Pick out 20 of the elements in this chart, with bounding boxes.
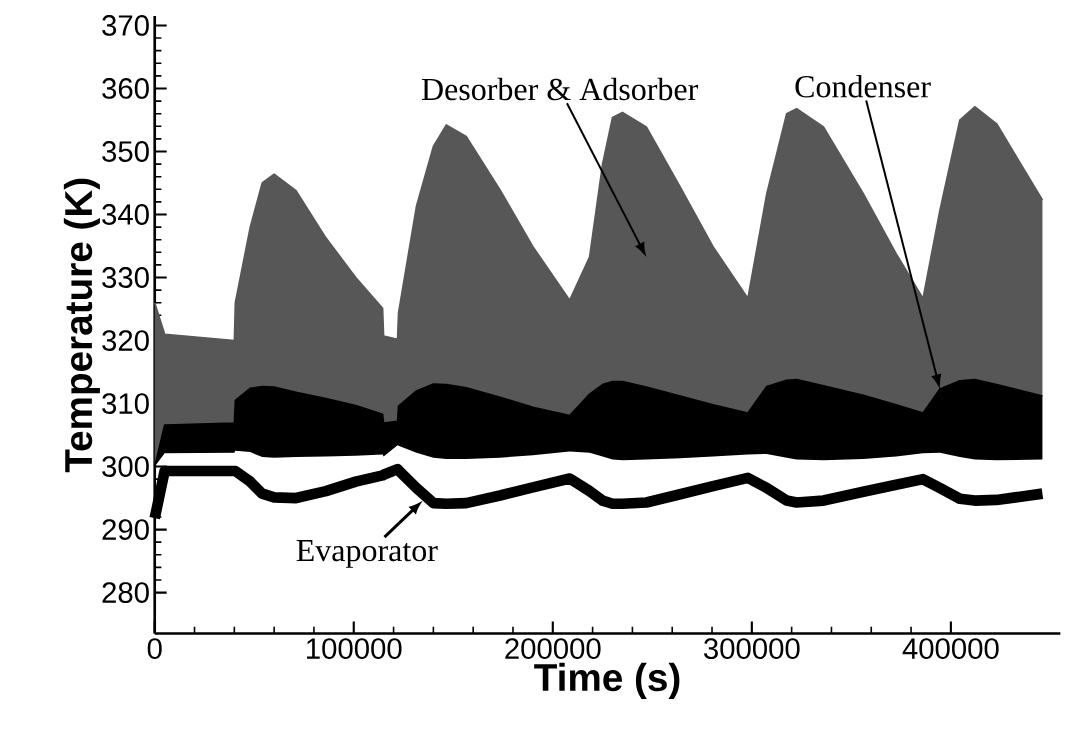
- annotation: Desorber & Adsorber: [421, 77, 699, 101]
- x-tick-label: 100000: [307, 638, 402, 660]
- y-tick-label: 330: [102, 267, 149, 289]
- y-tick-label: 360: [102, 78, 149, 100]
- annotation: Evaporator: [296, 540, 438, 569]
- y-tick-label: 310: [102, 393, 149, 415]
- x-tick-label: 300000: [703, 638, 800, 660]
- x-tick-label: 200000: [505, 638, 601, 660]
- y-tick-label: 320: [102, 330, 149, 352]
- x-axis-title: Time (s): [534, 663, 680, 700]
- annotation: Condenser: [795, 75, 931, 98]
- y-tick-label: 300: [102, 456, 149, 478]
- x-tick-label: 400000: [902, 638, 999, 660]
- y-tick-label: 290: [102, 519, 149, 541]
- y-tick-label: 280: [102, 582, 149, 604]
- x-tick-label: 0: [147, 638, 162, 660]
- y-tick-label: 350: [102, 141, 149, 163]
- y-tick-label: 370: [102, 15, 149, 37]
- y-tick-label: 340: [102, 204, 149, 226]
- y-axis-title: Temperature (K): [63, 179, 100, 473]
